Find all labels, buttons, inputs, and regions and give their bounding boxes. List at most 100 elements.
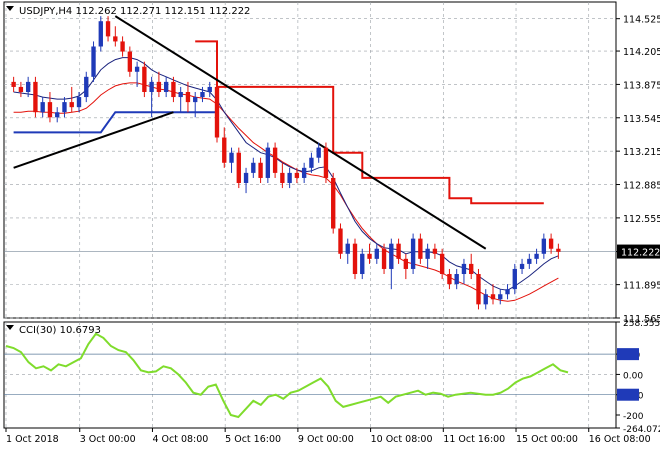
candle-body — [396, 243, 401, 259]
candle-body — [381, 248, 387, 269]
candle-body — [367, 253, 372, 259]
candle-body — [25, 81, 31, 92]
candle-body — [352, 243, 358, 275]
candle-body — [134, 66, 140, 72]
candle-body — [214, 86, 220, 138]
y-tick-label: 114.525 — [623, 15, 660, 26]
candle-body — [207, 86, 212, 92]
candle-body — [519, 263, 525, 269]
x-tick-label: 9 Oct 00:00 — [298, 434, 354, 445]
candle-body — [498, 294, 503, 300]
sub-chart-label: CCI(30) 10.6793 — [19, 325, 101, 336]
candles — [11, 16, 561, 310]
candle-body — [40, 102, 45, 113]
price-tag-box — [617, 244, 660, 259]
candle-body — [548, 238, 554, 249]
candle-body — [483, 294, 488, 305]
x-tick-label: 4 Oct 08:00 — [152, 434, 208, 445]
trend-line — [114, 15, 487, 250]
x-tick-label: 1 Oct 2018 — [6, 434, 59, 445]
candle-body — [98, 21, 103, 47]
candle-body — [512, 268, 517, 290]
y-tick-label: 111.565 — [623, 314, 660, 325]
candle-body — [243, 172, 249, 184]
candle-body — [149, 81, 154, 92]
candle-body — [47, 102, 53, 118]
candle-body — [534, 253, 539, 259]
candle-body — [439, 253, 445, 275]
candle-body — [229, 152, 234, 163]
candle-body — [505, 289, 510, 295]
y-tick-label: 112.555 — [623, 214, 660, 225]
x-tick-label: 5 Oct 16:00 — [225, 434, 281, 445]
axes: 114.525 114.205 113.875 113.545 113.215 112.8… — [5, 15, 660, 445]
candle-body — [222, 137, 227, 163]
candle-body — [91, 46, 96, 77]
x-tick-label: 11 Oct 16:00 — [443, 434, 505, 445]
sub-panel-frame — [3, 321, 617, 429]
candle-body — [113, 36, 118, 42]
sub-y-tick-label: -264.0722 — [623, 425, 660, 435]
collapse-arrow-icon[interactable] — [6, 6, 14, 11]
candle-body — [84, 76, 89, 98]
candle-body — [294, 172, 300, 178]
sub-collapse-arrow-icon[interactable] — [6, 325, 14, 330]
candle-body — [76, 97, 82, 108]
y-tick-label: 113.215 — [623, 147, 660, 158]
cci-level-tag — [617, 348, 639, 361]
candle-body — [541, 238, 547, 254]
candle-body — [185, 91, 191, 103]
candle-body — [55, 112, 60, 118]
x-tick-label: 10 Oct 08:00 — [371, 434, 433, 445]
grid — [3, 1, 617, 429]
candle-body — [556, 248, 561, 252]
candle-body — [11, 81, 16, 87]
candle-body — [301, 167, 307, 178]
sub-y-tick-label: 258.3551 — [623, 319, 660, 329]
candle-body — [33, 81, 38, 113]
candle-body — [432, 248, 438, 254]
candle-body — [461, 263, 467, 275]
candle-body — [316, 147, 321, 158]
candle-body — [360, 253, 365, 275]
price-tag-label: 112.222 — [621, 248, 660, 259]
candle-body — [338, 228, 343, 254]
candle-body — [280, 172, 285, 184]
ma-fast-line — [13, 57, 559, 291]
candle-body — [105, 21, 111, 37]
candle-body — [345, 243, 350, 254]
candle-body — [236, 152, 241, 184]
candle-body — [62, 102, 67, 113]
sub-y-tick-label: 0.00 — [623, 371, 643, 381]
chart-title: USDJPY,H4 112.262 112.271 112.151 112.22… — [19, 6, 250, 17]
candle-body — [272, 147, 278, 173]
y-tick-label: 114.205 — [623, 47, 660, 58]
candle-body — [403, 258, 409, 269]
candle-body — [120, 41, 125, 52]
candle-body — [178, 91, 183, 98]
candle-body — [374, 248, 379, 259]
candle-body — [469, 263, 474, 275]
candle-body — [476, 274, 481, 305]
candle-body — [200, 91, 205, 98]
candle-body — [171, 81, 176, 98]
candle-body — [287, 172, 292, 184]
candle-body — [258, 162, 263, 178]
candle-body — [18, 86, 24, 92]
candle-body — [193, 97, 198, 103]
candle-body — [331, 177, 336, 229]
candle-body — [142, 66, 147, 92]
candle-body — [389, 243, 394, 269]
x-tick-label: 3 Oct 00:00 — [80, 434, 136, 445]
y-tick-label: 112.885 — [623, 181, 660, 192]
candle-body — [447, 274, 452, 285]
candle-body — [454, 274, 459, 285]
cci-level-tag — [617, 388, 639, 401]
trend-line — [13, 111, 174, 169]
x-tick-label: 15 Oct 00:00 — [516, 434, 578, 445]
cci-line — [5, 332, 569, 419]
x-tick-label: 16 Oct 08:00 — [589, 434, 651, 445]
sub-y-tick-label: -200 — [623, 412, 644, 422]
candle-body — [418, 238, 423, 259]
